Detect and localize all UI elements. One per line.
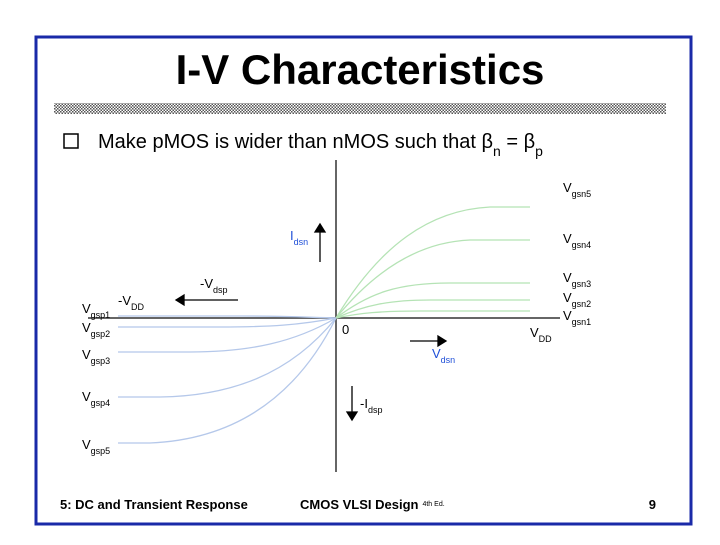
label: Vgsp1 — [82, 301, 110, 320]
label: Vgsp2 — [82, 320, 110, 339]
label: Vgsn1 — [563, 308, 591, 327]
label: Vgsn5 — [563, 180, 591, 199]
label: Vgsp5 — [82, 437, 110, 456]
label: Vdsn — [432, 346, 455, 365]
footer-center: CMOS VLSI Design 4th Ed. — [300, 497, 445, 512]
label: Vgsn2 — [563, 290, 591, 309]
bullet-box — [63, 133, 79, 149]
label: -Vdsp — [200, 276, 228, 295]
page-number: 9 — [649, 497, 656, 512]
footer-left: 5: DC and Transient Response — [60, 497, 248, 512]
bullet-text: Make pMOS is wider than nMOS such that β… — [98, 131, 543, 159]
label: Idsn — [290, 228, 308, 247]
slide-title: I-V Characteristics — [176, 46, 545, 93]
label: Vgsn4 — [563, 231, 591, 250]
pmos-curves — [118, 315, 337, 444]
label: -VDD — [118, 293, 144, 312]
arrows — [174, 222, 448, 422]
label: Vgsp3 — [82, 347, 110, 366]
nmos-curves — [335, 206, 530, 319]
label: 0 — [342, 322, 349, 337]
diagram-labels: Vgsn5 Vgsn4 Vgsn3 Vgsn2 Vgsn1 VDD 0 Vdsn… — [82, 180, 591, 456]
label: Vgsn3 — [563, 270, 591, 289]
label: VDD — [530, 325, 552, 344]
title-divider — [54, 103, 666, 114]
label: Vgsp4 — [82, 389, 110, 408]
label: -Idsp — [360, 396, 382, 415]
